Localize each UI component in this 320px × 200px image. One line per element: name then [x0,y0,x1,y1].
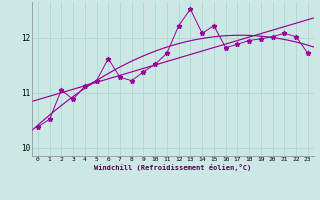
X-axis label: Windchill (Refroidissement éolien,°C): Windchill (Refroidissement éolien,°C) [94,164,252,171]
